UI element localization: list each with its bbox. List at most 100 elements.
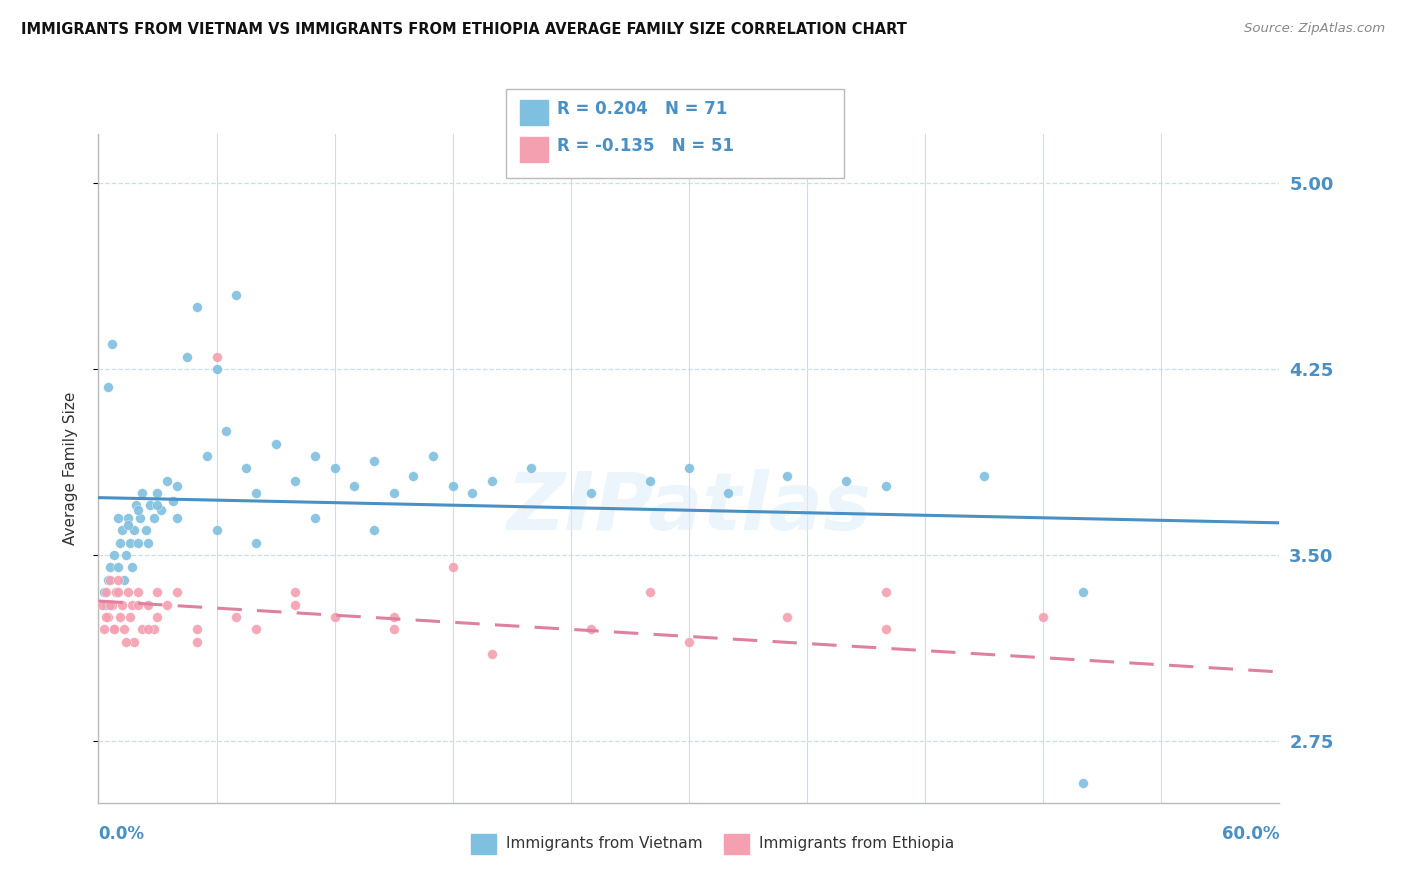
Point	[118, 610, 141, 624]
Point	[1032, 610, 1054, 624]
Point	[98, 573, 121, 587]
Point	[835, 474, 858, 488]
Point	[973, 468, 995, 483]
Point	[103, 623, 125, 637]
Point	[105, 585, 128, 599]
Point	[441, 478, 464, 492]
Point	[166, 478, 188, 492]
Point	[323, 461, 346, 475]
Point	[875, 585, 897, 599]
Point	[101, 598, 124, 612]
Y-axis label: Average Family Size: Average Family Size	[63, 392, 77, 545]
Text: 0.0%: 0.0%	[98, 825, 145, 843]
Point	[136, 535, 159, 549]
Point	[97, 573, 120, 587]
Point	[146, 499, 169, 513]
Point	[402, 468, 425, 483]
Point	[284, 598, 307, 612]
Point	[156, 598, 179, 612]
Point	[264, 436, 287, 450]
Point	[127, 585, 149, 599]
Point	[107, 585, 129, 599]
Point	[678, 461, 700, 475]
Point	[127, 535, 149, 549]
Point	[1071, 815, 1094, 830]
Text: Immigrants from Vietnam: Immigrants from Vietnam	[506, 837, 703, 851]
Point	[136, 598, 159, 612]
Point	[142, 623, 165, 637]
Point	[284, 585, 307, 599]
Point	[156, 474, 179, 488]
Point	[520, 461, 543, 475]
Point	[363, 454, 385, 468]
Point	[205, 523, 228, 537]
Point	[107, 511, 129, 525]
Point	[131, 623, 153, 637]
Point	[638, 585, 661, 599]
Text: Source: ZipAtlas.com: Source: ZipAtlas.com	[1244, 22, 1385, 36]
Point	[461, 486, 484, 500]
Text: ZIPatlas: ZIPatlas	[506, 469, 872, 548]
Point	[166, 585, 188, 599]
Text: Immigrants from Ethiopia: Immigrants from Ethiopia	[759, 837, 955, 851]
Point	[481, 647, 503, 661]
Point	[245, 486, 267, 500]
Point	[166, 511, 188, 525]
Point	[776, 610, 799, 624]
Point	[186, 634, 208, 648]
Point	[118, 535, 141, 549]
Point	[93, 623, 115, 637]
Point	[441, 560, 464, 574]
Point	[103, 548, 125, 562]
Point	[579, 486, 602, 500]
Point	[382, 610, 405, 624]
Point	[245, 623, 267, 637]
Point	[108, 535, 131, 549]
Point	[121, 560, 143, 574]
Point	[225, 610, 247, 624]
Point	[717, 486, 740, 500]
Point	[422, 449, 444, 463]
Point	[776, 468, 799, 483]
Point	[135, 523, 157, 537]
Point	[112, 623, 135, 637]
Point	[162, 493, 184, 508]
Point	[112, 573, 135, 587]
Point	[579, 623, 602, 637]
Text: R = -0.135   N = 51: R = -0.135 N = 51	[557, 137, 734, 155]
Point	[638, 474, 661, 488]
Point	[122, 523, 145, 537]
Point	[363, 523, 385, 537]
Point	[97, 379, 120, 393]
Point	[205, 350, 228, 364]
Point	[121, 598, 143, 612]
Point	[122, 634, 145, 648]
Point	[382, 623, 405, 637]
Point	[125, 499, 148, 513]
Point	[107, 560, 129, 574]
Point	[1071, 776, 1094, 790]
Point	[105, 585, 128, 599]
Point	[304, 449, 326, 463]
Text: R = 0.204   N = 71: R = 0.204 N = 71	[557, 100, 727, 118]
Point	[875, 478, 897, 492]
Point	[115, 634, 138, 648]
Text: 60.0%: 60.0%	[1222, 825, 1279, 843]
Point	[205, 362, 228, 376]
Point	[117, 518, 139, 533]
Point	[96, 598, 118, 612]
Point	[117, 585, 139, 599]
Point	[136, 623, 159, 637]
Point	[186, 623, 208, 637]
Point	[678, 634, 700, 648]
Point	[215, 424, 238, 438]
Point	[481, 474, 503, 488]
Point	[108, 610, 131, 624]
Point	[98, 560, 121, 574]
Point	[138, 499, 160, 513]
Point	[101, 598, 124, 612]
Point	[225, 288, 247, 302]
Point	[101, 337, 124, 351]
Point	[127, 598, 149, 612]
Point	[142, 511, 165, 525]
